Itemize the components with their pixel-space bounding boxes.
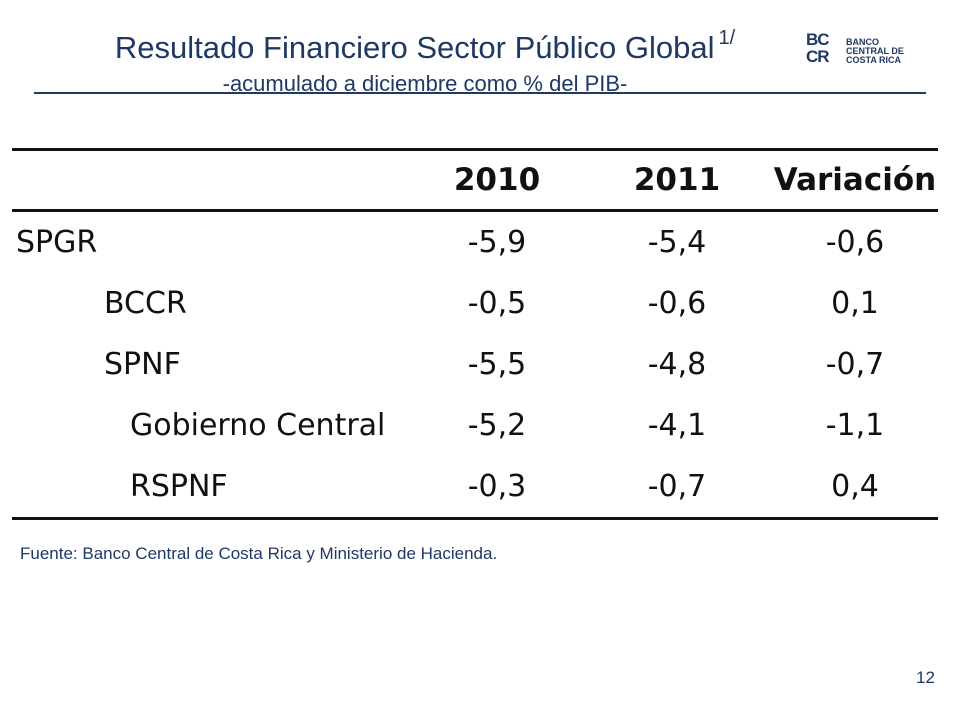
table-row: BCCR -0,5 -0,6 0,1 <box>12 273 938 334</box>
cell-2011: -4,8 <box>647 347 707 382</box>
table-row: SPGR -5,9 -5,4 -0,6 <box>12 211 938 274</box>
logo-text: BANCO CENTRAL DE COSTA RICA <box>846 38 904 65</box>
title-footnote-mark: 1/ <box>718 27 736 49</box>
cell-2010: -0,5 <box>467 286 527 321</box>
cell-2011: -0,7 <box>582 456 772 520</box>
cell-2010: -5,9 <box>467 225 527 260</box>
logo-text-line2: CENTRAL DE <box>846 46 904 56</box>
cell-variacion: 0,1 <box>831 286 879 321</box>
cell-2011: -5,4 <box>647 225 707 260</box>
cell-variacion: -1,1 <box>825 408 885 443</box>
cell-2011: -4,1 <box>647 408 707 443</box>
cell-variacion: -0,6 <box>825 225 885 260</box>
row-label: BCCR <box>104 286 187 321</box>
cell-2011: -0,6 <box>647 286 707 321</box>
svg-text:BC: BC <box>806 30 829 49</box>
bank-logo: BC CR BANCO CENTRAL DE COSTA RICA <box>806 30 936 70</box>
data-table: 2010 2011 Variación SPGR -5,9 -5,4 -0,6 … <box>12 148 938 520</box>
column-header-label <box>12 148 412 212</box>
bccr-logo-icon: BC CR <box>806 30 830 66</box>
source-note: Fuente: Banco Central de Costa Rica y Mi… <box>20 544 498 563</box>
row-label: SPNF <box>104 347 181 382</box>
logo-text-line1: BANCO <box>846 37 879 47</box>
column-header-2010: 2010 <box>412 148 582 212</box>
table-row: RSPNF -0,3 -0,7 0,4 <box>12 456 938 520</box>
column-header-2011: 2011 <box>582 148 772 212</box>
cell-2010: -0,3 <box>412 456 582 520</box>
row-label: RSPNF <box>12 456 412 520</box>
page-subtitle: -acumulado a diciembre como % del PIB- <box>222 71 628 96</box>
cell-variacion: 0,4 <box>772 456 938 520</box>
row-label: Gobierno Central <box>130 408 386 443</box>
page-number: 12 <box>916 668 935 687</box>
title-block: Resultado Financiero Sector Público Glob… <box>40 16 810 98</box>
table-header-row: 2010 2011 Variación <box>12 148 938 212</box>
cell-2010: -5,5 <box>467 347 527 382</box>
cell-variacion: -0,7 <box>825 347 885 382</box>
page-title: Resultado Financiero Sector Público Glob… <box>40 16 810 70</box>
title-divider <box>34 92 926 94</box>
table-row: Gobierno Central -5,2 -4,1 -1,1 <box>12 395 938 456</box>
cell-2010: -5,2 <box>467 408 527 443</box>
row-label: SPGR <box>16 225 98 260</box>
svg-text:CR: CR <box>806 47 829 64</box>
column-header-variacion: Variación <box>772 148 938 212</box>
logo-mark: BC CR <box>806 30 844 66</box>
title-text: Resultado Financiero Sector Público Glob… <box>114 30 715 65</box>
table-row: SPNF -5,5 -4,8 -0,7 <box>12 334 938 395</box>
logo-text-line3: COSTA RICA <box>846 55 901 65</box>
table-container: 2010 2011 Variación SPGR -5,9 -5,4 -0,6 … <box>12 148 938 520</box>
